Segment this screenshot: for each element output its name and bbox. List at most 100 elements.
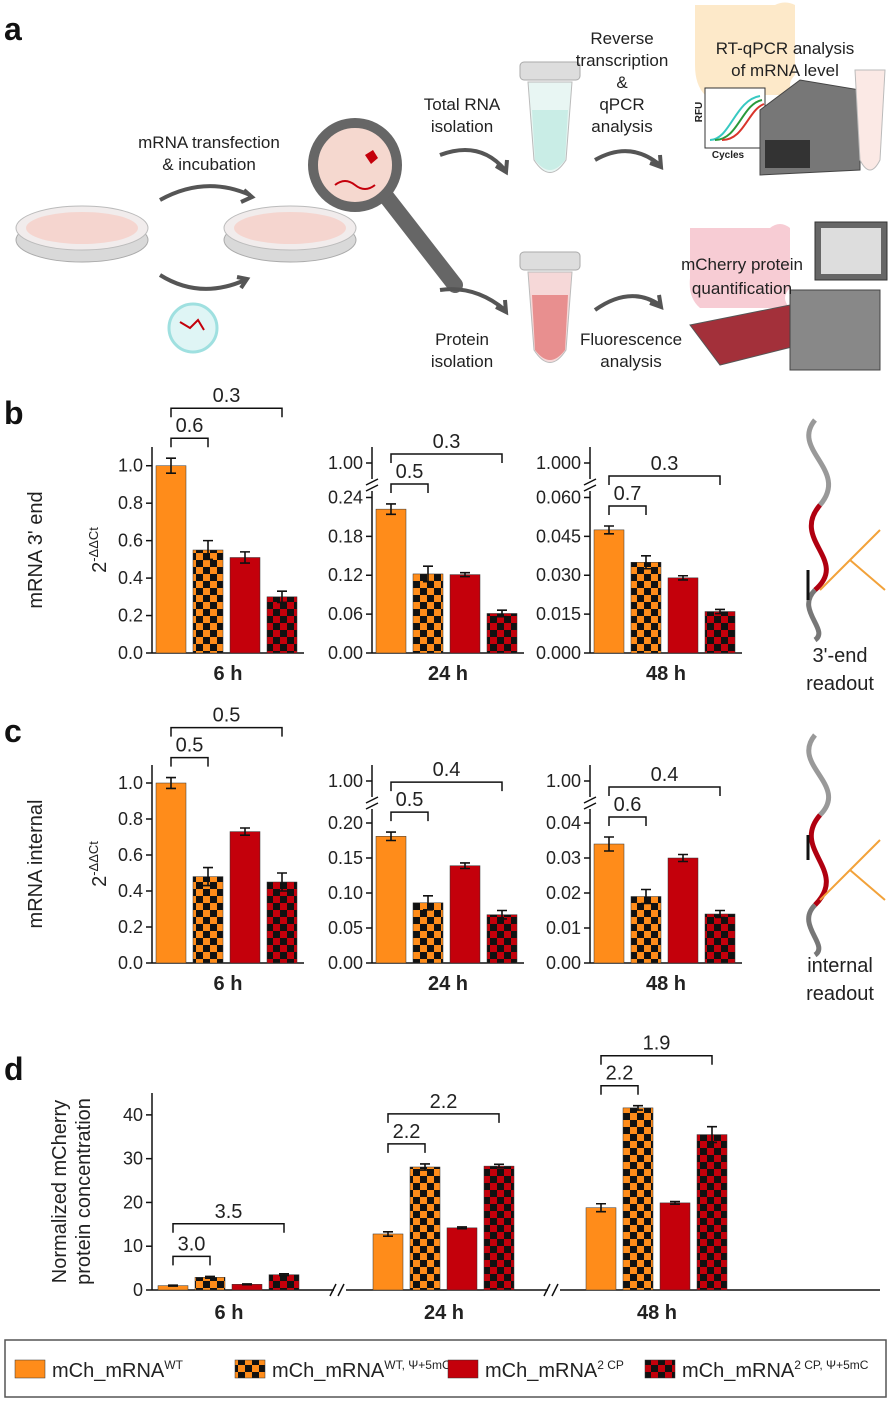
y-tick-label: 1.0 [118, 773, 143, 793]
significance-bracket [600, 1054, 713, 1065]
error-bar [604, 836, 614, 852]
error-bar [277, 872, 287, 892]
legend-sup: WT, Ψ+5mC [384, 1358, 451, 1372]
y-tick-label: 0.8 [118, 809, 143, 829]
magnifier-handle [377, 187, 463, 293]
y-tick-label: 0.03 [546, 848, 581, 868]
significance-bracket [387, 1143, 426, 1153]
bracket-label: 0.6 [614, 794, 642, 816]
error-bar [633, 1104, 643, 1111]
error-bar [596, 1202, 606, 1213]
error-bar [386, 831, 396, 842]
bar [446, 1227, 478, 1291]
error-bar [604, 525, 614, 535]
bar [375, 508, 407, 654]
y-tick-label: 0.01 [546, 918, 581, 938]
legend-box [4, 1339, 887, 1398]
bracket-label: 0.4 [433, 759, 461, 781]
puzzle-piece [689, 224, 790, 308]
error-bar [277, 590, 287, 604]
bar [155, 782, 187, 964]
x-category-label: 6 h [214, 973, 243, 995]
significance-bracket [170, 756, 209, 767]
panel-label: d [4, 1051, 24, 1087]
y-tick-label: 1.00 [328, 771, 363, 791]
arrow-head [495, 299, 509, 316]
y-tick-label: 30 [123, 1149, 143, 1169]
legend-name: mCh_mRNA [52, 1360, 165, 1382]
step-label: Fluorescence [580, 330, 682, 349]
significance-bracket [387, 1113, 500, 1123]
y-tick-label: 0.00 [328, 643, 363, 663]
significance-bracket [608, 505, 647, 515]
mrna [334, 180, 376, 190]
significance-bracket [390, 483, 429, 493]
step-label: quantification [692, 279, 792, 298]
y-axis-unit: 2-ΔΔCt [86, 527, 111, 573]
legend-name: mCh_mRNA [682, 1360, 795, 1382]
error-bar [423, 895, 433, 911]
error-bar [166, 776, 176, 790]
error-bar [240, 551, 250, 564]
unit-base: 2 [89, 876, 111, 887]
legend-sup: WT [164, 1358, 183, 1372]
bar [229, 831, 261, 964]
bar [593, 843, 625, 964]
error-bar [497, 909, 507, 920]
error-bar [203, 866, 213, 887]
bar [375, 836, 407, 964]
panel-label: c [4, 713, 22, 749]
y-tick-label: 10 [123, 1236, 143, 1256]
error-bar [715, 608, 725, 615]
legend-label: mCh_mRNAWT [52, 1358, 184, 1382]
y-tick-label: 0.0 [118, 953, 143, 973]
arrow-head [236, 275, 251, 290]
rna-strand [808, 813, 829, 907]
y-tick-label: 1.00 [546, 771, 581, 791]
axis-label: Cycles [712, 150, 745, 161]
y-axis-title: Normalized mCherry [49, 1100, 71, 1283]
legend-swatch [447, 1359, 479, 1379]
x-category-label: 24 h [428, 973, 468, 995]
arrow-head [240, 188, 256, 204]
arrow [439, 148, 507, 172]
x-category-label: 6 h [215, 1302, 244, 1324]
significance-bracket [600, 1084, 639, 1095]
arrow-head [494, 159, 509, 176]
y-tick-label: 0.00 [546, 953, 581, 973]
step-label: mCherry protein [681, 255, 803, 274]
x-category-label: 24 h [424, 1302, 464, 1324]
bracket-label: 0.5 [396, 461, 424, 483]
axis-break [329, 1283, 345, 1297]
arrow-head [649, 154, 664, 170]
y-tick-label: 0.060 [536, 487, 581, 507]
significance-bracket [390, 811, 429, 822]
tube-content [532, 110, 568, 170]
legend-name: mCh_mRNA [272, 1360, 385, 1382]
legend-swatch [234, 1359, 266, 1379]
axis-break [365, 478, 379, 492]
axis-break [543, 1283, 559, 1297]
y-tick-label: 0.02 [546, 883, 581, 903]
error-bar [715, 909, 725, 919]
error-bar [205, 1275, 215, 1279]
bar [266, 596, 298, 654]
y-tick-label: 0.00 [328, 953, 363, 973]
arrow [159, 184, 251, 202]
significance-bracket [390, 781, 503, 792]
step-label: Total RNA [424, 95, 501, 114]
y-tick-label: 0.2 [118, 606, 143, 626]
significance-bracket [390, 453, 503, 463]
y-tick-label: 0.20 [328, 813, 363, 833]
bracket-label: 0.7 [614, 483, 642, 505]
y-tick-label: 0.15 [328, 848, 363, 868]
arrow [594, 149, 662, 167]
error-bar [641, 888, 651, 905]
bar [483, 1165, 515, 1291]
bracket-label: 2.2 [430, 1091, 458, 1113]
magnifier-lens [308, 118, 402, 212]
mrna [179, 318, 205, 331]
step-label: qPCR [599, 95, 644, 114]
axis-break [365, 796, 379, 810]
